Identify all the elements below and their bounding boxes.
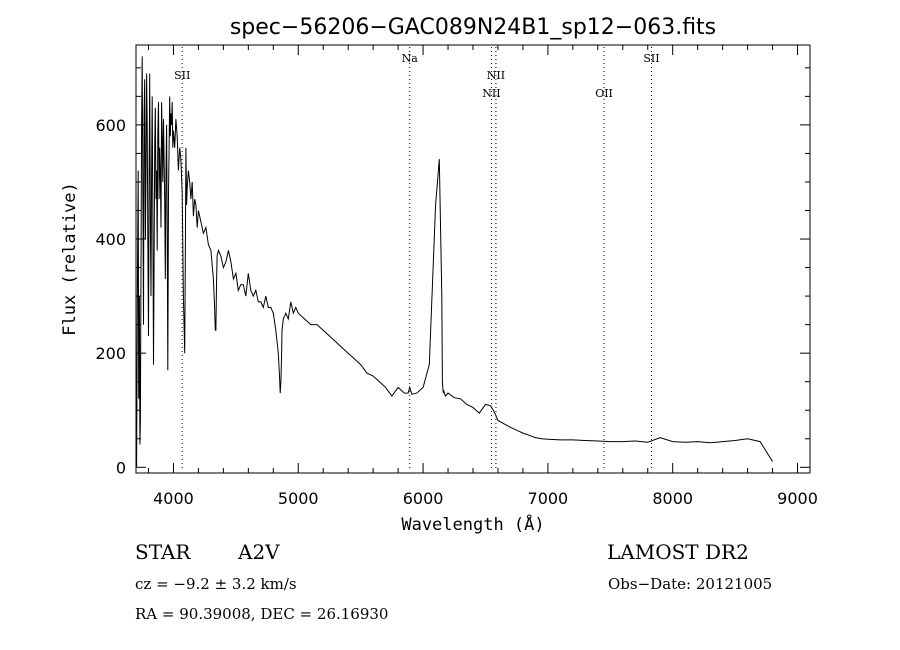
spectral-subclass: A2V: [238, 540, 280, 564]
x-tick-label: 5000: [278, 489, 319, 508]
x-tick-label: 9000: [777, 489, 818, 508]
chart-title: spec−56206−GAC089N24B1_sp12−063.fits: [230, 15, 716, 40]
spectral-line-label: NII: [487, 69, 505, 82]
observation-date: Obs−Date: 20121005: [608, 575, 773, 593]
object-class: STAR: [135, 540, 191, 564]
x-tick-label: 7000: [528, 489, 569, 508]
x-axis: 4000 5000 6000 7000 8000 9000: [147, 45, 818, 508]
redshift-velocity: cz = −9.2 ± 3.2 km/s: [135, 575, 297, 593]
spectral-line-label: SII: [174, 69, 190, 82]
y-tick-label: 400: [95, 230, 126, 249]
x-tick-label: 4000: [153, 489, 194, 508]
survey-label: LAMOST DR2: [607, 540, 749, 564]
y-tick-label: 200: [95, 344, 126, 363]
spectrum-line: [136, 56, 774, 468]
plot-frame: [135, 44, 811, 474]
y-axis: 0 200 400 600: [95, 67, 810, 477]
x-tick-label: 6000: [403, 489, 444, 508]
x-axis-label: Wavelength (Å): [401, 513, 544, 535]
spectral-line-label: OII: [595, 87, 613, 100]
spectral-line-label: Na: [402, 52, 419, 65]
x-tick-label: 8000: [652, 489, 693, 508]
y-axis-label: Flux (relative): [60, 182, 80, 336]
spectral-line-label: SII: [643, 52, 659, 65]
y-tick-label: 0: [116, 458, 126, 477]
spectral-line-markers: SII Na NII NII OII SII: [174, 47, 660, 471]
spectral-line-label: NII: [482, 87, 500, 100]
coordinates: RA = 90.39008, DEC = 26.16930: [135, 605, 389, 623]
y-tick-label: 600: [95, 116, 126, 135]
